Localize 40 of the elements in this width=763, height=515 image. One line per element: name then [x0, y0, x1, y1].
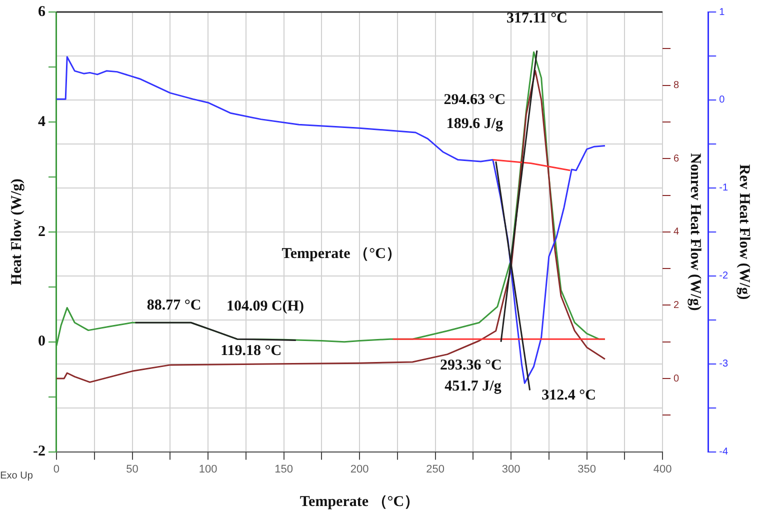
y3-tick-label: 0 — [719, 94, 726, 106]
text: Exo Up — [0, 470, 34, 482]
y-axis-title: Heat Flow (W/g) — [8, 178, 25, 286]
x-tick-label: 200 — [350, 463, 369, 476]
y2-tick-label: 6 — [674, 153, 680, 164]
annotation: 104.09 C(H) — [226, 298, 304, 315]
x-tick-label: 250 — [426, 463, 444, 476]
annotation: 451.7 J/g — [444, 378, 502, 395]
y2-tick-label: 0 — [674, 373, 680, 384]
y-tick-label: 4 — [38, 114, 46, 130]
y2-tick-label: 8 — [674, 80, 680, 92]
x-tick-label: 100 — [198, 463, 218, 476]
y3-axis-title: Rev Heat Flow (W/g) — [736, 164, 752, 300]
annotation: 189.6 J/g — [446, 116, 504, 132]
y3-tick-label: -2 — [719, 270, 728, 282]
annotation: 119.18 °C — [220, 342, 282, 359]
x-tick-label: 400 — [653, 463, 672, 476]
x-tick-label: 50 — [126, 463, 138, 476]
y-tick-label: 6 — [38, 4, 46, 20]
annotation: 88.77 °C — [146, 297, 202, 314]
annotation: 312.4 °C — [542, 387, 596, 404]
annotation: 293.36 °C — [440, 358, 502, 374]
y-tick-label: -2 — [32, 444, 46, 460]
annotation: Temperate （°C） — [282, 246, 401, 262]
y2-tick-label: 4 — [674, 226, 680, 238]
x-tick-label: 0 — [53, 463, 60, 476]
x-tick-label: 150 — [274, 463, 293, 476]
y3-tick-label: -3 — [719, 358, 728, 370]
x-axis-title: Temperate （°C） — [300, 494, 420, 510]
x-tick-label: 350 — [578, 463, 596, 476]
y3-tick-label: -1 — [719, 182, 728, 194]
y2-tick-label: 2 — [674, 300, 680, 311]
y2-axis-title: Nonrev Heat Flow (W/g) — [687, 153, 704, 311]
y3-tick-label: 1 — [719, 6, 726, 18]
y-tick-label: 0 — [38, 334, 46, 350]
y-tick-label: 2 — [38, 224, 46, 240]
y3-tick-label: -4 — [719, 446, 728, 458]
x-tick-label: 300 — [502, 463, 520, 476]
annotation: 317.11 °C — [506, 10, 568, 26]
annotation: 294.63 °C — [444, 92, 506, 108]
